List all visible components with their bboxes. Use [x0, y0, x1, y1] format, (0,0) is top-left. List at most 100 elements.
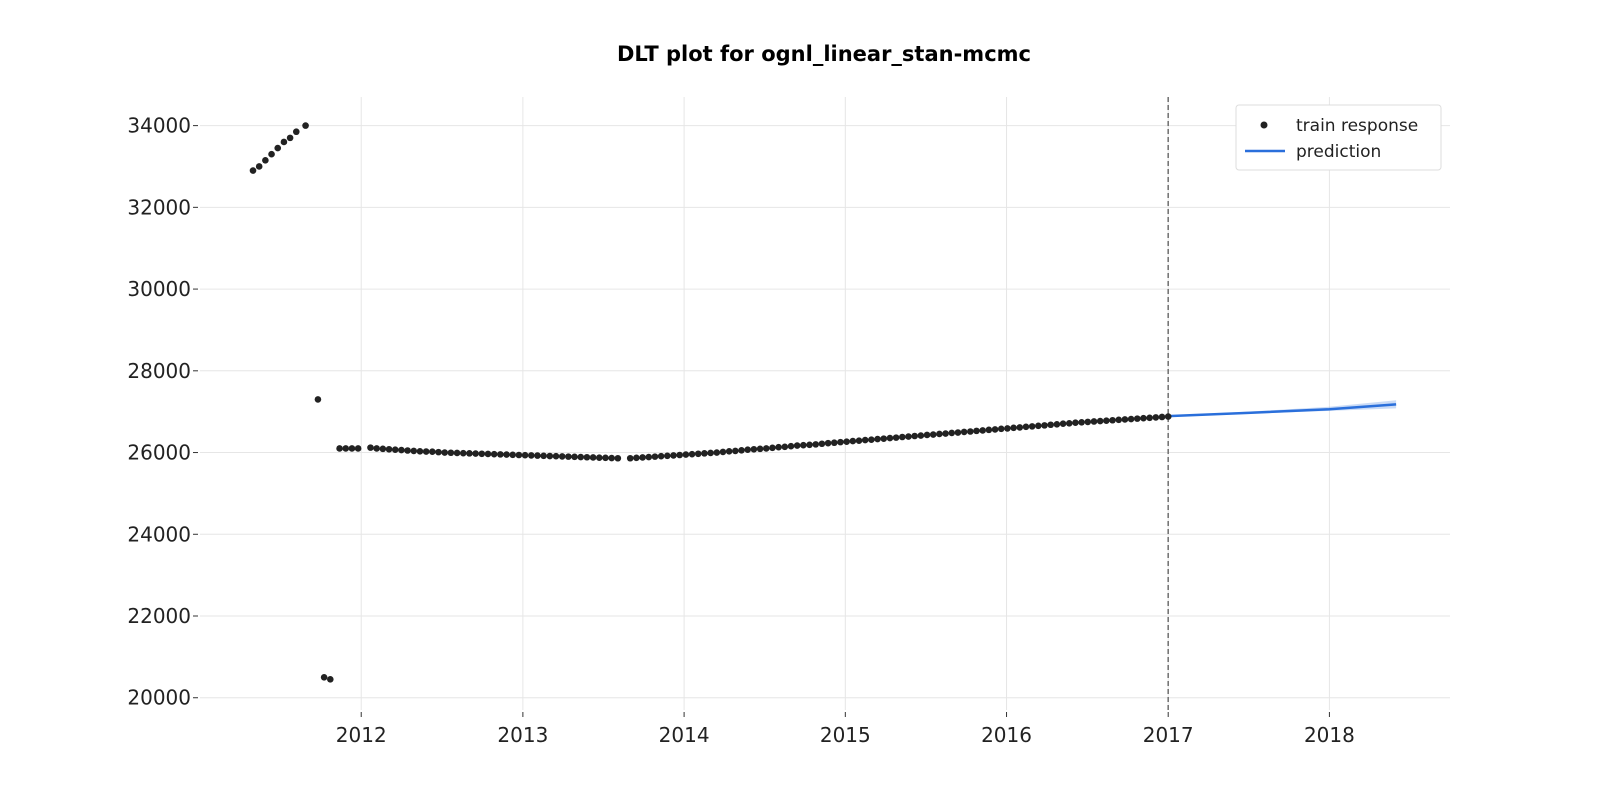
y-tick-label: 32000: [127, 195, 191, 219]
train-response-point: [515, 451, 523, 459]
train-response-point: [886, 434, 894, 442]
train-response-point: [954, 429, 962, 436]
train-response-point: [725, 448, 733, 455]
train-response-point: [1164, 413, 1172, 420]
train-response-point: [1084, 418, 1092, 426]
train-response-point: [682, 451, 690, 458]
chart-title: DLT plot for ognl_linear_stan-mcmc: [617, 42, 1031, 66]
x-tick-label: 2012: [336, 723, 387, 747]
train-response-point: [639, 454, 646, 461]
y-tick-label: 22000: [127, 604, 191, 628]
train-response-point: [268, 150, 275, 158]
train-response-point: [855, 437, 863, 444]
train-response-point: [1004, 425, 1011, 432]
train-response-point: [274, 144, 282, 152]
train-response-point: [1010, 424, 1017, 432]
x-tick-label: 2018: [1304, 723, 1355, 747]
x-tick-label: 2016: [981, 723, 1032, 747]
train-response-point: [336, 445, 343, 452]
train-response-point: [651, 453, 659, 460]
train-response-point: [688, 450, 696, 458]
train-response-point: [422, 448, 430, 455]
train-response-point: [936, 430, 943, 438]
train-response-point: [571, 453, 578, 461]
train-response-point: [435, 448, 442, 456]
train-response-point: [1016, 424, 1024, 431]
train-response-point: [787, 442, 795, 450]
train-response-point: [602, 454, 609, 462]
train-response-point: [348, 445, 356, 452]
y-tick-label: 20000: [127, 686, 191, 710]
train-response-point: [744, 446, 752, 453]
train-response-point: [1115, 416, 1123, 424]
train-response-point: [280, 138, 288, 146]
train-response-point: [589, 454, 597, 461]
train-response-point: [391, 446, 399, 453]
train-response-point: [707, 449, 714, 457]
train-response-point: [416, 448, 424, 455]
train-response-point: [1090, 418, 1098, 425]
train-response-point: [410, 447, 418, 455]
train-response-point: [302, 122, 309, 129]
train-response-point: [694, 450, 702, 458]
train-response-point: [472, 450, 479, 457]
train-response-point: [286, 134, 294, 142]
train-response-point: [614, 454, 622, 462]
train-response-point: [967, 428, 974, 435]
train-response-point: [565, 453, 572, 460]
train-response-point: [314, 396, 322, 403]
train-response-point: [880, 435, 888, 442]
train-response-point: [973, 427, 980, 435]
train-response-point: [608, 454, 615, 462]
train-response-point: [997, 425, 1005, 433]
y-tick-label: 24000: [127, 522, 191, 546]
train-response-point: [1133, 415, 1141, 422]
train-response-point: [484, 450, 492, 458]
train-response-point: [917, 432, 925, 439]
x-axis: 2012 2013 2014 2015 2016 2017 2018: [336, 712, 1355, 747]
train-response-point: [552, 452, 560, 460]
x-tick-label: 2013: [497, 723, 548, 747]
train-response-point: [849, 437, 857, 445]
train-response-point: [874, 435, 881, 443]
train-response-point: [991, 426, 999, 433]
train-response-point: [657, 452, 665, 460]
train-response-point: [713, 449, 721, 456]
train-response-point: [942, 430, 949, 437]
prediction-line-layer: [1168, 403, 1397, 418]
train-response-point: [1028, 423, 1036, 430]
train-response-point: [1022, 423, 1030, 431]
train-response-point: [262, 157, 269, 164]
train-response-point: [626, 454, 634, 462]
x-tick-label: 2015: [820, 723, 871, 747]
train-response-point: [633, 454, 640, 462]
train-response-point: [404, 447, 411, 454]
train-response-point: [255, 163, 263, 170]
train-response-point: [645, 453, 653, 461]
train-response-point: [818, 440, 826, 448]
train-response-point: [441, 449, 448, 456]
train-response-point: [429, 448, 436, 456]
train-response-point: [534, 452, 541, 459]
train-response-point: [503, 451, 510, 458]
y-tick-label: 28000: [127, 359, 191, 383]
train-response-point: [466, 450, 473, 457]
train-response-points: [249, 122, 1172, 683]
train-response-point: [558, 453, 566, 460]
train-response-point: [905, 433, 912, 440]
train-response-point: [781, 443, 789, 451]
train-response-point: [373, 445, 380, 452]
train-response-point: [812, 441, 820, 448]
train-response-point: [379, 445, 387, 453]
train-response-point: [676, 451, 683, 459]
train-response-point: [540, 452, 547, 460]
train-response-point: [292, 128, 300, 136]
train-response-point: [892, 434, 900, 441]
train-response-point: [447, 449, 455, 457]
train-response-point: [577, 453, 585, 461]
train-response-point: [1059, 420, 1067, 428]
train-response-point: [762, 445, 770, 452]
train-response-point: [756, 445, 764, 453]
train-response-point: [490, 450, 498, 458]
train-response-point: [1047, 421, 1055, 429]
